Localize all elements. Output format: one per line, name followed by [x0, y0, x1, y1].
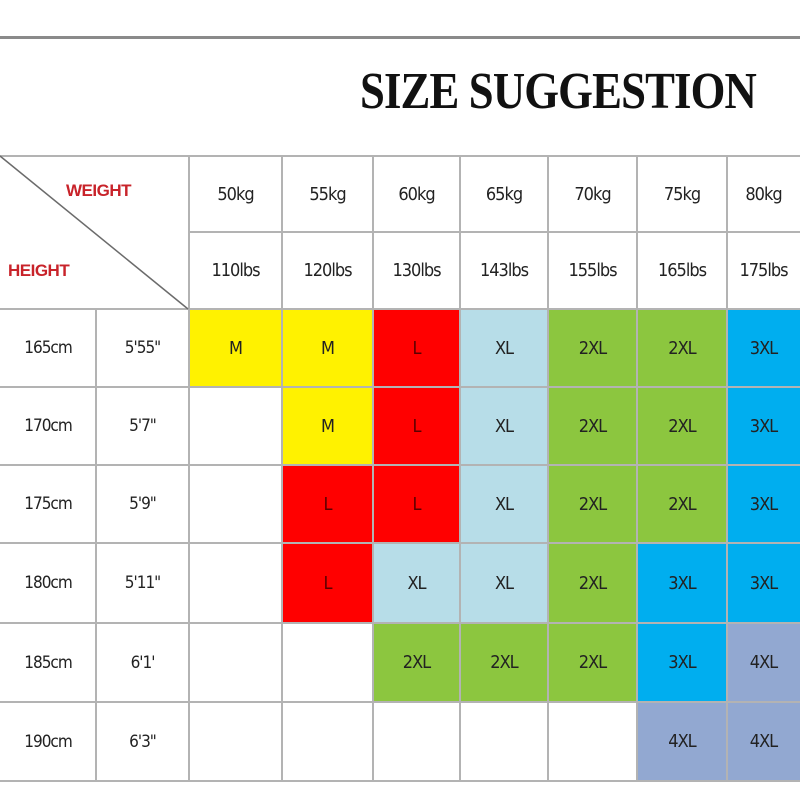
grid-line — [0, 622, 800, 624]
height-cm-cell: 180cm — [24, 573, 73, 593]
grid-line — [0, 542, 800, 544]
size-cell — [460, 702, 548, 781]
height-ft-cell: 6'1' — [130, 652, 156, 673]
size-cell: XL — [460, 387, 548, 465]
size-cell: L — [282, 465, 373, 543]
size-cell: XL — [460, 465, 548, 543]
weight-lbs-header: 110lbs — [211, 260, 260, 281]
size-cell: 2XL — [548, 623, 637, 702]
grid-line — [547, 156, 549, 781]
height-ft-cell: 5'11" — [124, 573, 161, 593]
grid-line — [189, 231, 800, 233]
weight-lbs-header: 165lbs — [657, 260, 707, 281]
size-cell: XL — [373, 543, 460, 623]
size-cell — [282, 702, 373, 781]
grid-line — [0, 386, 800, 388]
size-cell — [189, 702, 282, 781]
size-cell: M — [189, 309, 282, 387]
size-cell: XL — [460, 309, 548, 387]
weight-lbs-header: 130lbs — [392, 260, 441, 281]
height-cm-cell: 170cm — [24, 416, 73, 436]
grid-line — [459, 156, 461, 781]
size-cell — [282, 623, 373, 702]
size-cell — [189, 543, 282, 623]
size-cell: L — [373, 465, 460, 543]
size-cell: L — [373, 387, 460, 465]
weight-kg-header: 65kg — [485, 183, 523, 205]
weight-axis-label: WEIGHT — [66, 181, 132, 200]
size-cell: 3XL — [637, 623, 727, 702]
page-title: SIZE SUGGESTION — [360, 63, 757, 120]
size-cell: XL — [460, 543, 548, 623]
size-cell — [548, 702, 637, 781]
size-cell: 2XL — [548, 543, 637, 623]
size-cell: M — [282, 387, 373, 465]
grid-line — [636, 156, 638, 781]
size-cell: 4XL — [727, 702, 800, 781]
size-cell: 2XL — [460, 623, 548, 702]
size-cell: 3XL — [727, 309, 800, 387]
height-ft-cell: 6'3" — [129, 731, 157, 752]
height-ft-cell: 5'9" — [129, 494, 157, 514]
top-rule — [0, 36, 800, 39]
grid-line — [726, 156, 728, 781]
size-cell: L — [373, 309, 460, 387]
weight-kg-header: 75kg — [663, 183, 701, 205]
height-cm-cell: 190cm — [24, 731, 73, 752]
grid-line — [95, 309, 97, 781]
grid-line — [0, 308, 800, 310]
grid-line — [188, 156, 190, 781]
grid-line — [0, 701, 800, 703]
size-cell: 3XL — [727, 543, 800, 623]
weight-lbs-header: 155lbs — [568, 260, 617, 281]
size-cell: 3XL — [727, 465, 800, 543]
size-cell: 2XL — [548, 387, 637, 465]
height-ft-cell: 5'7" — [129, 416, 157, 436]
size-cell — [189, 465, 282, 543]
size-cell — [189, 387, 282, 465]
grid-line — [0, 464, 800, 466]
size-cell — [373, 702, 460, 781]
weight-kg-header: 80kg — [745, 183, 782, 205]
grid-line — [0, 155, 800, 157]
size-cell: 4XL — [637, 702, 727, 781]
size-cell: 2XL — [637, 387, 727, 465]
size-cell: L — [282, 543, 373, 623]
size-cell: 3XL — [727, 387, 800, 465]
weight-kg-header: 55kg — [309, 183, 346, 205]
size-cell: 4XL — [727, 623, 800, 702]
size-cell: 2XL — [373, 623, 460, 702]
height-cm-cell: 185cm — [24, 652, 73, 673]
size-cell: 3XL — [637, 543, 727, 623]
weight-kg-header: 60kg — [398, 183, 435, 205]
grid-line — [0, 780, 800, 782]
height-cm-cell: 165cm — [24, 338, 73, 358]
height-axis-label: HEIGHT — [8, 261, 70, 280]
height-ft-cell: 5'55" — [124, 338, 161, 358]
grid-line — [372, 156, 374, 781]
weight-lbs-header: 120lbs — [303, 260, 352, 281]
size-cell: 2XL — [637, 465, 727, 543]
weight-lbs-header: 175lbs — [739, 260, 788, 281]
height-cm-cell: 175cm — [24, 494, 73, 514]
weight-kg-header: 70kg — [574, 183, 611, 205]
size-cell: 2XL — [548, 309, 637, 387]
size-cell: M — [282, 309, 373, 387]
weight-kg-header: 50kg — [217, 183, 254, 205]
size-cell: 2XL — [548, 465, 637, 543]
size-cell: 2XL — [637, 309, 727, 387]
size-cell — [189, 623, 282, 702]
weight-lbs-header: 143lbs — [479, 260, 529, 281]
grid-line — [281, 156, 283, 781]
